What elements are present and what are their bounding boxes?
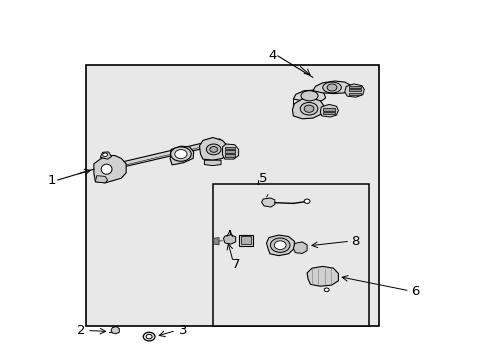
Bar (348, 86, 361, 88)
Polygon shape (213, 238, 219, 245)
Text: 3: 3 (178, 324, 186, 337)
Bar (225, 150, 235, 153)
Polygon shape (292, 98, 324, 119)
Ellipse shape (270, 238, 289, 252)
Ellipse shape (209, 147, 217, 152)
Ellipse shape (102, 153, 107, 157)
Ellipse shape (322, 82, 341, 93)
Bar (85, 65, 378, 326)
Polygon shape (111, 327, 119, 334)
Polygon shape (261, 198, 274, 207)
Bar (348, 93, 361, 95)
Polygon shape (306, 266, 338, 286)
Polygon shape (223, 235, 235, 244)
Text: 6: 6 (410, 285, 418, 298)
Ellipse shape (206, 144, 221, 155)
Polygon shape (222, 144, 238, 159)
Text: 1: 1 (48, 174, 56, 186)
Polygon shape (94, 156, 126, 183)
Text: 5: 5 (259, 172, 267, 185)
Polygon shape (312, 81, 350, 94)
Ellipse shape (304, 105, 313, 112)
Ellipse shape (300, 103, 317, 115)
Bar (323, 112, 334, 114)
Text: 7: 7 (232, 258, 240, 271)
Polygon shape (170, 146, 193, 165)
Polygon shape (117, 139, 222, 168)
Ellipse shape (304, 199, 309, 203)
Polygon shape (204, 160, 221, 166)
Bar (212, 184, 368, 326)
Ellipse shape (175, 150, 186, 159)
Polygon shape (100, 152, 111, 159)
Polygon shape (95, 176, 107, 183)
Polygon shape (344, 84, 364, 97)
Bar (323, 108, 334, 111)
Text: 8: 8 (350, 235, 359, 248)
Text: 4: 4 (267, 49, 276, 62)
Bar (225, 154, 235, 157)
Ellipse shape (143, 332, 155, 341)
Bar (238, 235, 253, 246)
Ellipse shape (324, 288, 328, 292)
Bar (240, 236, 251, 244)
Ellipse shape (101, 164, 112, 174)
Polygon shape (266, 235, 294, 256)
Polygon shape (320, 104, 338, 117)
Ellipse shape (146, 334, 152, 339)
Ellipse shape (300, 91, 318, 101)
Bar (225, 147, 235, 149)
Polygon shape (293, 242, 306, 253)
Ellipse shape (326, 84, 336, 91)
Ellipse shape (274, 241, 285, 249)
Polygon shape (293, 90, 325, 102)
Polygon shape (199, 138, 227, 160)
Bar (348, 89, 361, 91)
Ellipse shape (170, 147, 191, 161)
Text: 2: 2 (77, 324, 85, 337)
